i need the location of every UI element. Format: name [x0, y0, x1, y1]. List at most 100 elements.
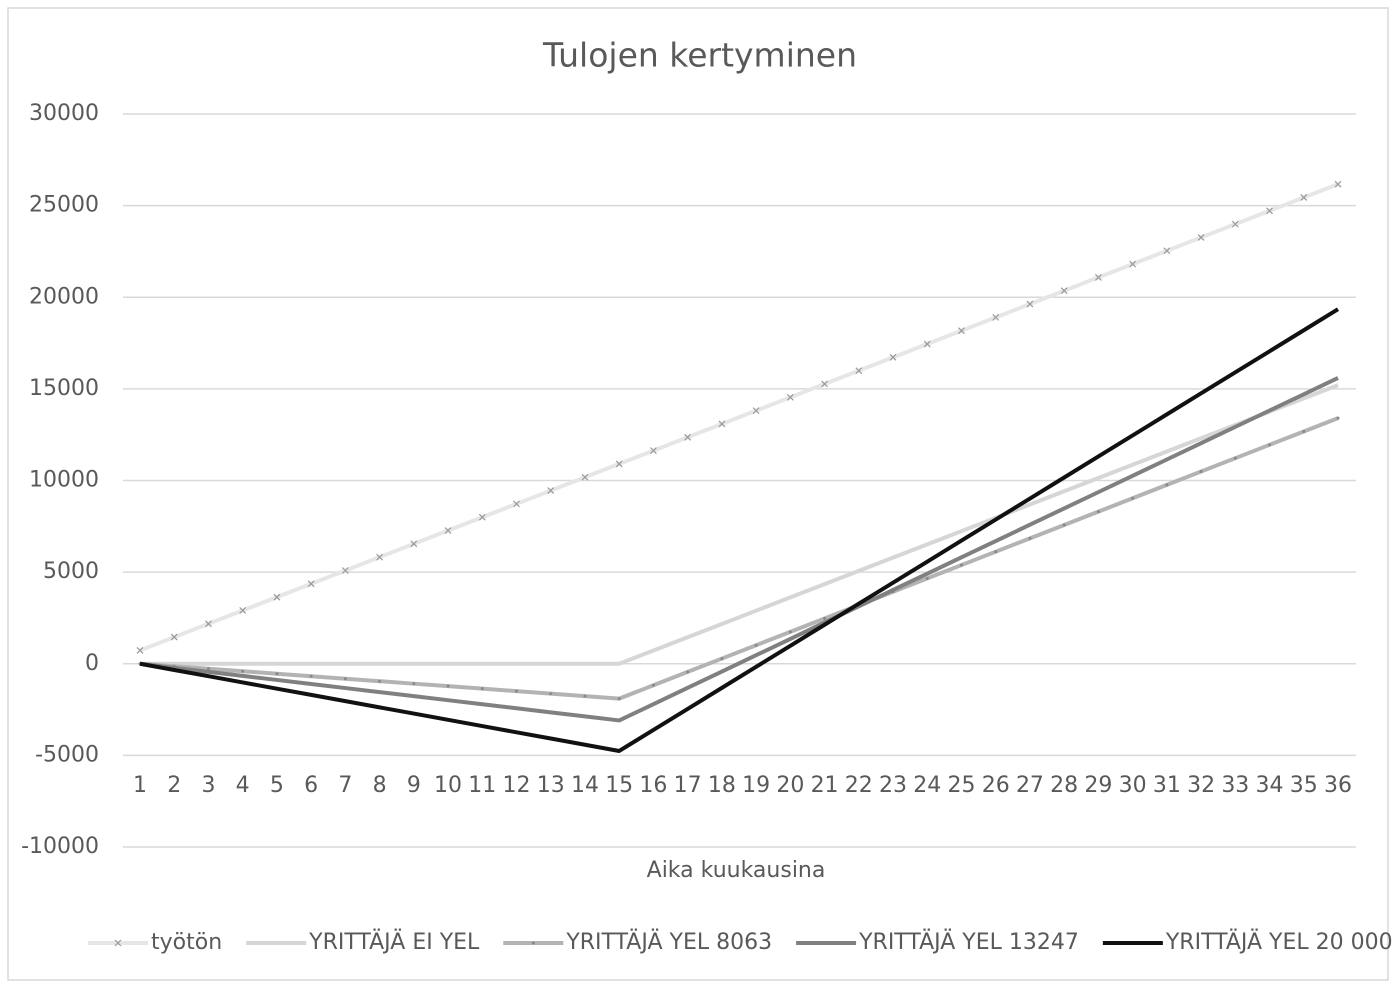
point-marker [1233, 456, 1237, 460]
x-tick-label: 13 [537, 773, 565, 798]
point-marker [786, 393, 794, 401]
x-tick-label: 14 [571, 773, 599, 798]
x-tick-label: 20 [776, 773, 804, 798]
point-marker [720, 657, 724, 661]
x-tick-label: 27 [1016, 773, 1044, 798]
point-marker [718, 420, 726, 428]
series-line [140, 383, 1339, 666]
x-tick-label: 34 [1256, 773, 1284, 798]
point-marker [205, 620, 212, 628]
point-marker [925, 576, 929, 580]
point-marker [309, 674, 313, 678]
y-tick-label: -10000 [21, 834, 99, 859]
x-tick-label: 3 [201, 773, 215, 798]
x-tick-label: 36 [1324, 773, 1352, 798]
x-tick-label: 16 [639, 773, 667, 798]
point-marker [1060, 287, 1068, 295]
point-marker [650, 447, 657, 455]
point-marker [1131, 496, 1135, 500]
point-marker [615, 460, 623, 468]
x-tick-label: 28 [1050, 773, 1078, 798]
point-marker [273, 593, 281, 601]
y-tick-label: 0 [85, 651, 99, 676]
point-marker [651, 683, 655, 687]
point-marker [821, 380, 828, 388]
x-tick-label: 30 [1119, 773, 1147, 798]
chart-border [7, 7, 1389, 981]
point-marker [686, 670, 690, 674]
point-marker [547, 487, 555, 494]
point-marker [581, 473, 589, 481]
point-marker [549, 692, 553, 696]
point-marker [1026, 300, 1034, 308]
chart-title: Tulojen kertyminen [542, 36, 857, 75]
point-marker [343, 677, 347, 681]
series-line [139, 376, 1339, 723]
point-marker [1199, 470, 1203, 474]
y-tick-label: 10000 [29, 468, 99, 493]
x-tick-label: 6 [304, 773, 318, 798]
x-tick-label: 29 [1084, 773, 1112, 798]
point-marker [994, 550, 998, 554]
x-tick-label: 1 [133, 773, 147, 798]
x-tick-label: 9 [407, 773, 421, 798]
point-marker [444, 527, 452, 534]
point-marker [480, 687, 484, 691]
x-tick-label: 24 [913, 773, 941, 798]
legend-label: YRITTÄJÄ EI YEL [308, 929, 480, 955]
x-tick-label: 5 [270, 773, 284, 798]
point-marker [1163, 247, 1171, 255]
legend-label: YRITTÄJÄ YEL 13247 [858, 929, 1079, 955]
point-marker [923, 340, 931, 348]
series-line [139, 182, 1339, 653]
x-tick-label: 17 [674, 773, 702, 798]
x-tick-label: 12 [503, 773, 531, 798]
legend-label: YRITTÄJÄ YEL 8063 [565, 929, 772, 955]
x-tick-label: 8 [373, 773, 387, 798]
point-marker [378, 679, 382, 683]
series-line [139, 416, 1339, 701]
point-marker [513, 500, 520, 508]
x-tick-label: 2 [167, 773, 181, 798]
point-marker [206, 667, 210, 671]
y-tick-label: 15000 [29, 376, 99, 401]
x-tick-label: 4 [236, 773, 250, 798]
x-tick-label: 11 [468, 773, 496, 798]
point-marker [1165, 483, 1169, 487]
y-tick-label: 25000 [29, 193, 99, 218]
point-marker [1302, 429, 1306, 433]
point-marker [1094, 273, 1102, 281]
x-tick-label: 22 [845, 773, 873, 798]
y-tick-label: 20000 [29, 284, 99, 309]
y-tick-label: -5000 [35, 742, 99, 767]
point-marker [958, 327, 965, 335]
point-marker [376, 553, 384, 561]
point-marker [1062, 523, 1066, 527]
x-tick-label: 25 [947, 773, 975, 798]
point-marker [1266, 207, 1273, 215]
point-marker [1231, 220, 1239, 228]
point-marker [241, 669, 245, 673]
x-tick-label: 15 [605, 773, 633, 798]
point-marker [307, 580, 315, 588]
point-marker [1197, 234, 1205, 241]
point-marker [515, 689, 519, 693]
point-marker [752, 407, 760, 415]
point-marker [617, 697, 621, 701]
legend-marker [531, 941, 535, 945]
x-tick-label: 21 [811, 773, 839, 798]
x-tick-label: 23 [879, 773, 907, 798]
x-tick-label: 32 [1187, 773, 1215, 798]
point-marker [959, 563, 963, 567]
point-marker [1129, 260, 1137, 268]
series-line [139, 307, 1340, 753]
point-marker [1028, 536, 1032, 540]
legend-marker [114, 939, 122, 947]
y-tick-label: 5000 [43, 559, 99, 584]
x-axis-label: Aika kuukausina [647, 858, 826, 883]
x-tick-label: 26 [982, 773, 1010, 798]
point-marker [754, 643, 758, 647]
point-marker [992, 313, 1000, 321]
point-marker [136, 647, 144, 654]
